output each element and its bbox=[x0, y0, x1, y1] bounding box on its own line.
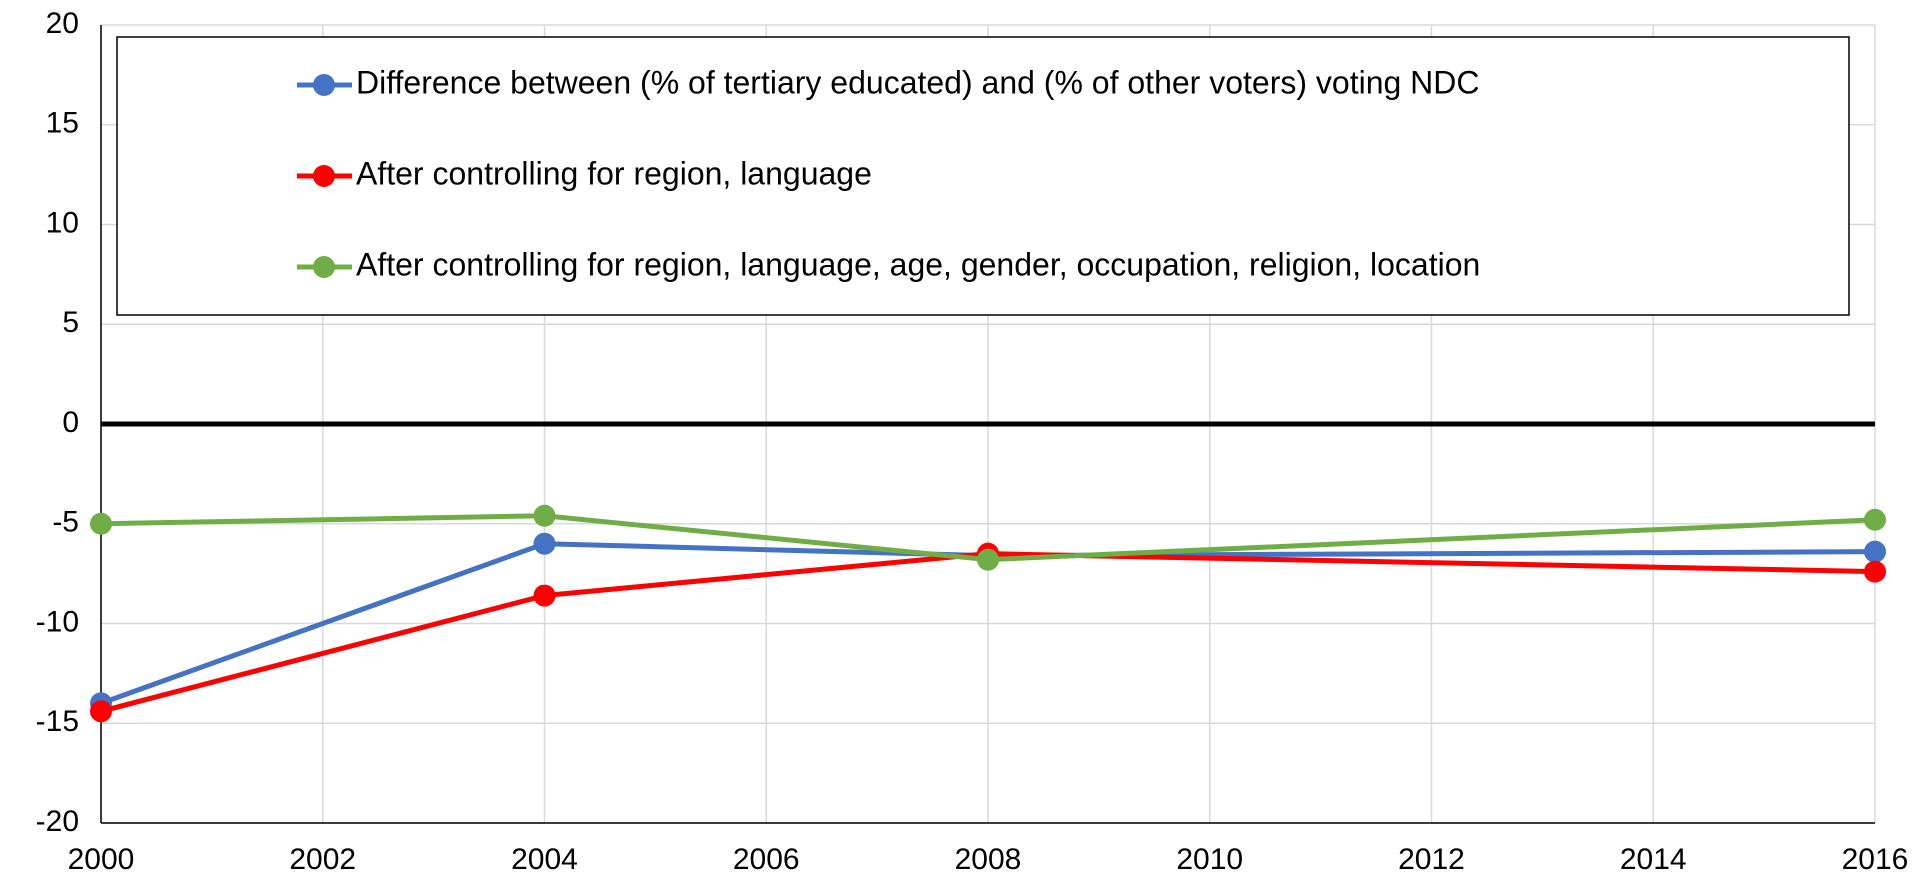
y-tick-label: 20 bbox=[46, 7, 79, 40]
x-tick-label: 2006 bbox=[733, 843, 800, 876]
data-point bbox=[90, 700, 112, 723]
legend-label: After controlling for region, language, … bbox=[356, 246, 1480, 282]
data-point bbox=[533, 584, 556, 607]
series-line bbox=[100, 541, 1876, 706]
data-point bbox=[90, 512, 112, 535]
x-tick-label: 2012 bbox=[1398, 843, 1465, 876]
x-tick-label: 2010 bbox=[1176, 843, 1243, 876]
legend-label: Difference between (% of tertiary educat… bbox=[356, 64, 1480, 100]
data-point bbox=[1864, 560, 1886, 583]
series-line bbox=[100, 551, 1876, 714]
legend-marker bbox=[313, 74, 335, 96]
y-tick-label: 15 bbox=[46, 107, 79, 140]
legend-marker bbox=[313, 165, 335, 187]
x-tick-label: 2008 bbox=[955, 843, 1022, 876]
x-tick-label: 2000 bbox=[68, 843, 135, 876]
data-point bbox=[533, 532, 556, 555]
x-tick-label: 2016 bbox=[1842, 843, 1909, 876]
series-line bbox=[100, 513, 1876, 563]
y-tick-label: -20 bbox=[36, 805, 79, 838]
data-point bbox=[533, 504, 556, 527]
legend-box bbox=[116, 36, 1850, 316]
data-point bbox=[977, 548, 999, 571]
legend-marker bbox=[313, 256, 335, 278]
y-tick-label: -10 bbox=[36, 605, 79, 638]
data-point bbox=[1864, 540, 1886, 563]
legend-label: After controlling for region, language bbox=[356, 155, 872, 191]
y-tick-label: -15 bbox=[36, 705, 79, 738]
y-tick-label: 0 bbox=[62, 406, 79, 439]
x-tick-label: 2004 bbox=[511, 843, 578, 876]
y-tick-label: 10 bbox=[46, 206, 79, 239]
data-point bbox=[1864, 508, 1886, 531]
y-tick-label: 5 bbox=[62, 306, 79, 339]
y-tick-label: -5 bbox=[52, 506, 79, 539]
x-tick-label: 2002 bbox=[289, 843, 356, 876]
x-tick-label: 2014 bbox=[1620, 843, 1687, 876]
